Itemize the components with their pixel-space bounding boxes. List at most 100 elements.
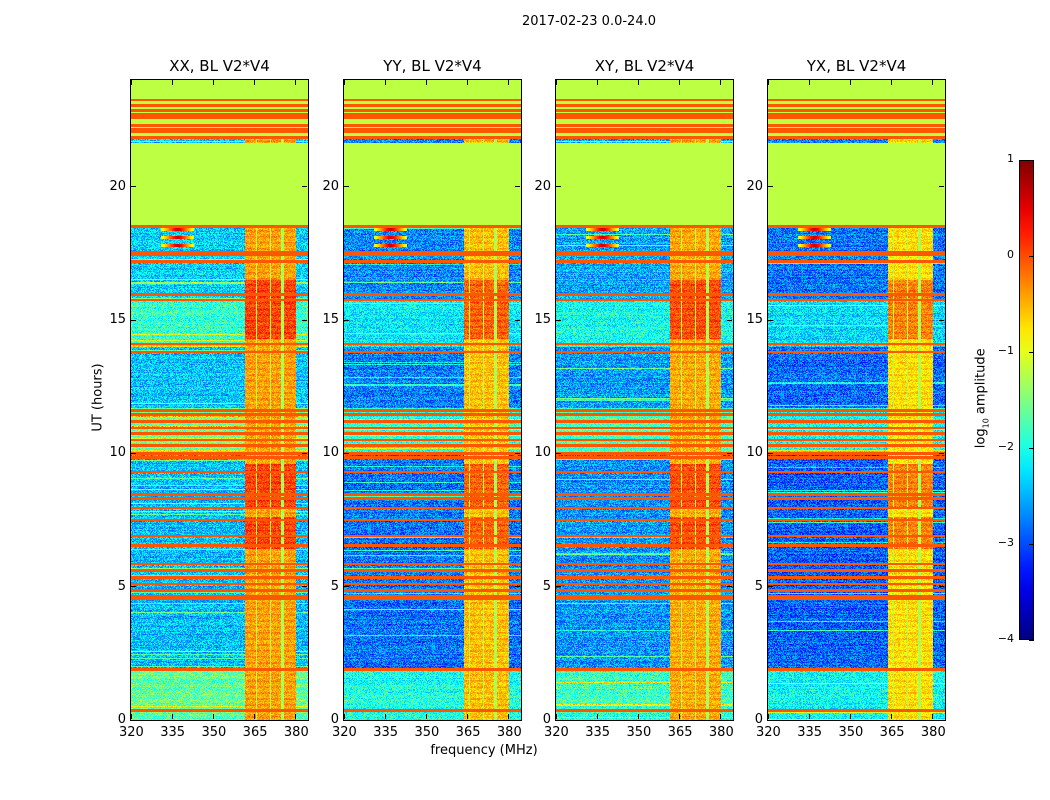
y-tick-mark	[131, 452, 136, 454]
y-tick-label: 5	[117, 578, 126, 594]
spectrogram-heatmap	[131, 80, 308, 720]
y-tick-mark	[302, 719, 307, 721]
x-tick-mark	[295, 714, 297, 719]
x-tick-mark	[596, 714, 598, 719]
x-tick-label: 335	[585, 725, 611, 740]
y-tick-mark	[344, 586, 349, 588]
colorbar-tick-mark	[1029, 255, 1034, 257]
x-tick-label: 380	[283, 725, 309, 740]
y-tick-mark	[556, 586, 561, 588]
x-tick-mark	[767, 714, 769, 719]
x-tick-mark	[720, 714, 722, 719]
x-tick-mark	[849, 80, 851, 85]
spectrogram-heatmap	[556, 80, 733, 720]
y-tick-label: 20	[109, 178, 126, 194]
x-tick-mark	[508, 714, 510, 719]
x-tick-mark	[130, 80, 132, 85]
colorbar-tick-label: −1	[997, 344, 1014, 357]
y-tick-label: 15	[109, 312, 126, 327]
colorbar-tick-label: 0	[1007, 248, 1014, 261]
x-tick-mark	[849, 714, 851, 719]
y-tick-mark	[768, 452, 773, 454]
x-tick-mark	[343, 80, 345, 85]
y-tick-mark	[302, 319, 307, 321]
y-tick-label: 10	[322, 445, 339, 461]
y-tick-label: 10	[109, 445, 126, 461]
colorbar-label-log: log	[973, 428, 989, 449]
y-tick-label: 5	[754, 578, 763, 594]
colorbar-label-amp: amplitude	[973, 348, 989, 419]
x-tick-mark	[212, 80, 214, 85]
panel-xy: XY, BL V2*V4 320 335 350 365 380 0 5 10 15 20	[534, 57, 734, 740]
colorbar-tick-label: −4	[997, 632, 1014, 645]
y-tick-label: 0	[542, 712, 551, 727]
y-tick-mark	[727, 186, 732, 188]
y-tick-mark	[727, 719, 732, 721]
x-tick-mark	[295, 80, 297, 85]
spectrogram-heatmap	[344, 80, 521, 720]
y-tick-mark	[515, 452, 520, 454]
x-tick-label: 380	[920, 725, 946, 740]
y-tick-mark	[131, 719, 136, 721]
x-tick-mark	[171, 714, 173, 719]
y-tick-label: 15	[322, 312, 339, 327]
y-tick-mark	[556, 319, 561, 321]
y-tick-mark	[515, 186, 520, 188]
x-tick-label: 365	[667, 725, 693, 740]
x-tick-mark	[555, 80, 557, 85]
x-tick-label: 380	[708, 725, 734, 740]
y-tick-mark	[131, 319, 136, 321]
y-tick-mark	[556, 452, 561, 454]
colorbar-label: log10 amplitude	[974, 338, 991, 458]
y-tick-label: 20	[746, 178, 763, 194]
y-tick-label: 5	[542, 578, 551, 594]
colorbar-label-sub: 10	[981, 418, 991, 429]
x-tick-mark	[555, 714, 557, 719]
panel-yy: YY, BL V2*V4 320 335 350 365 380 0 5 10 15 20	[322, 57, 522, 740]
x-tick-mark	[425, 714, 427, 719]
x-tick-label: 335	[797, 725, 823, 740]
y-tick-label: 5	[330, 578, 339, 594]
y-tick-mark	[344, 452, 349, 454]
y-tick-mark	[131, 586, 136, 588]
x-tick-label: 350	[838, 725, 864, 740]
x-tick-mark	[508, 80, 510, 85]
x-tick-label: 350	[201, 725, 227, 740]
y-tick-mark	[768, 586, 773, 588]
y-tick-mark	[727, 586, 732, 588]
y-tick-label: 15	[534, 312, 551, 327]
y-tick-label: 10	[746, 445, 763, 461]
x-tick-mark	[596, 80, 598, 85]
x-tick-mark	[467, 80, 469, 85]
y-tick-mark	[939, 452, 944, 454]
x-tick-mark	[679, 714, 681, 719]
x-tick-mark	[254, 80, 256, 85]
x-tick-mark	[720, 80, 722, 85]
y-tick-mark	[302, 452, 307, 454]
colorbar-tick-label: 1	[1007, 152, 1014, 165]
panel-title: YY, BL V2*V4	[383, 57, 482, 75]
x-tick-mark	[130, 714, 132, 719]
x-axis-label: frequency (MHz)	[430, 743, 538, 758]
y-tick-mark	[768, 186, 773, 188]
x-tick-mark	[171, 80, 173, 85]
x-tick-mark	[384, 714, 386, 719]
y-tick-label: 0	[330, 712, 339, 727]
y-tick-mark	[515, 586, 520, 588]
y-tick-label: 0	[754, 712, 763, 727]
y-tick-mark	[939, 186, 944, 188]
x-tick-label: 365	[879, 725, 905, 740]
x-tick-mark	[637, 80, 639, 85]
x-tick-label: 380	[496, 725, 522, 740]
y-tick-mark	[768, 319, 773, 321]
panel-xx: XX, BL V2*V4 320 335 350 365 380 0 5 10 15 20	[109, 57, 309, 740]
colorbar-tick-mark	[1029, 447, 1034, 449]
x-tick-mark	[425, 80, 427, 85]
y-tick-mark	[939, 319, 944, 321]
x-tick-mark	[384, 80, 386, 85]
x-tick-mark	[343, 714, 345, 719]
panel-yx: YX, BL V2*V4 320 335 350 365 380 0 5 10 15 20	[746, 57, 946, 740]
y-tick-label: 0	[117, 712, 126, 727]
colorbar-tick-mark	[1029, 159, 1034, 161]
y-tick-mark	[344, 186, 349, 188]
